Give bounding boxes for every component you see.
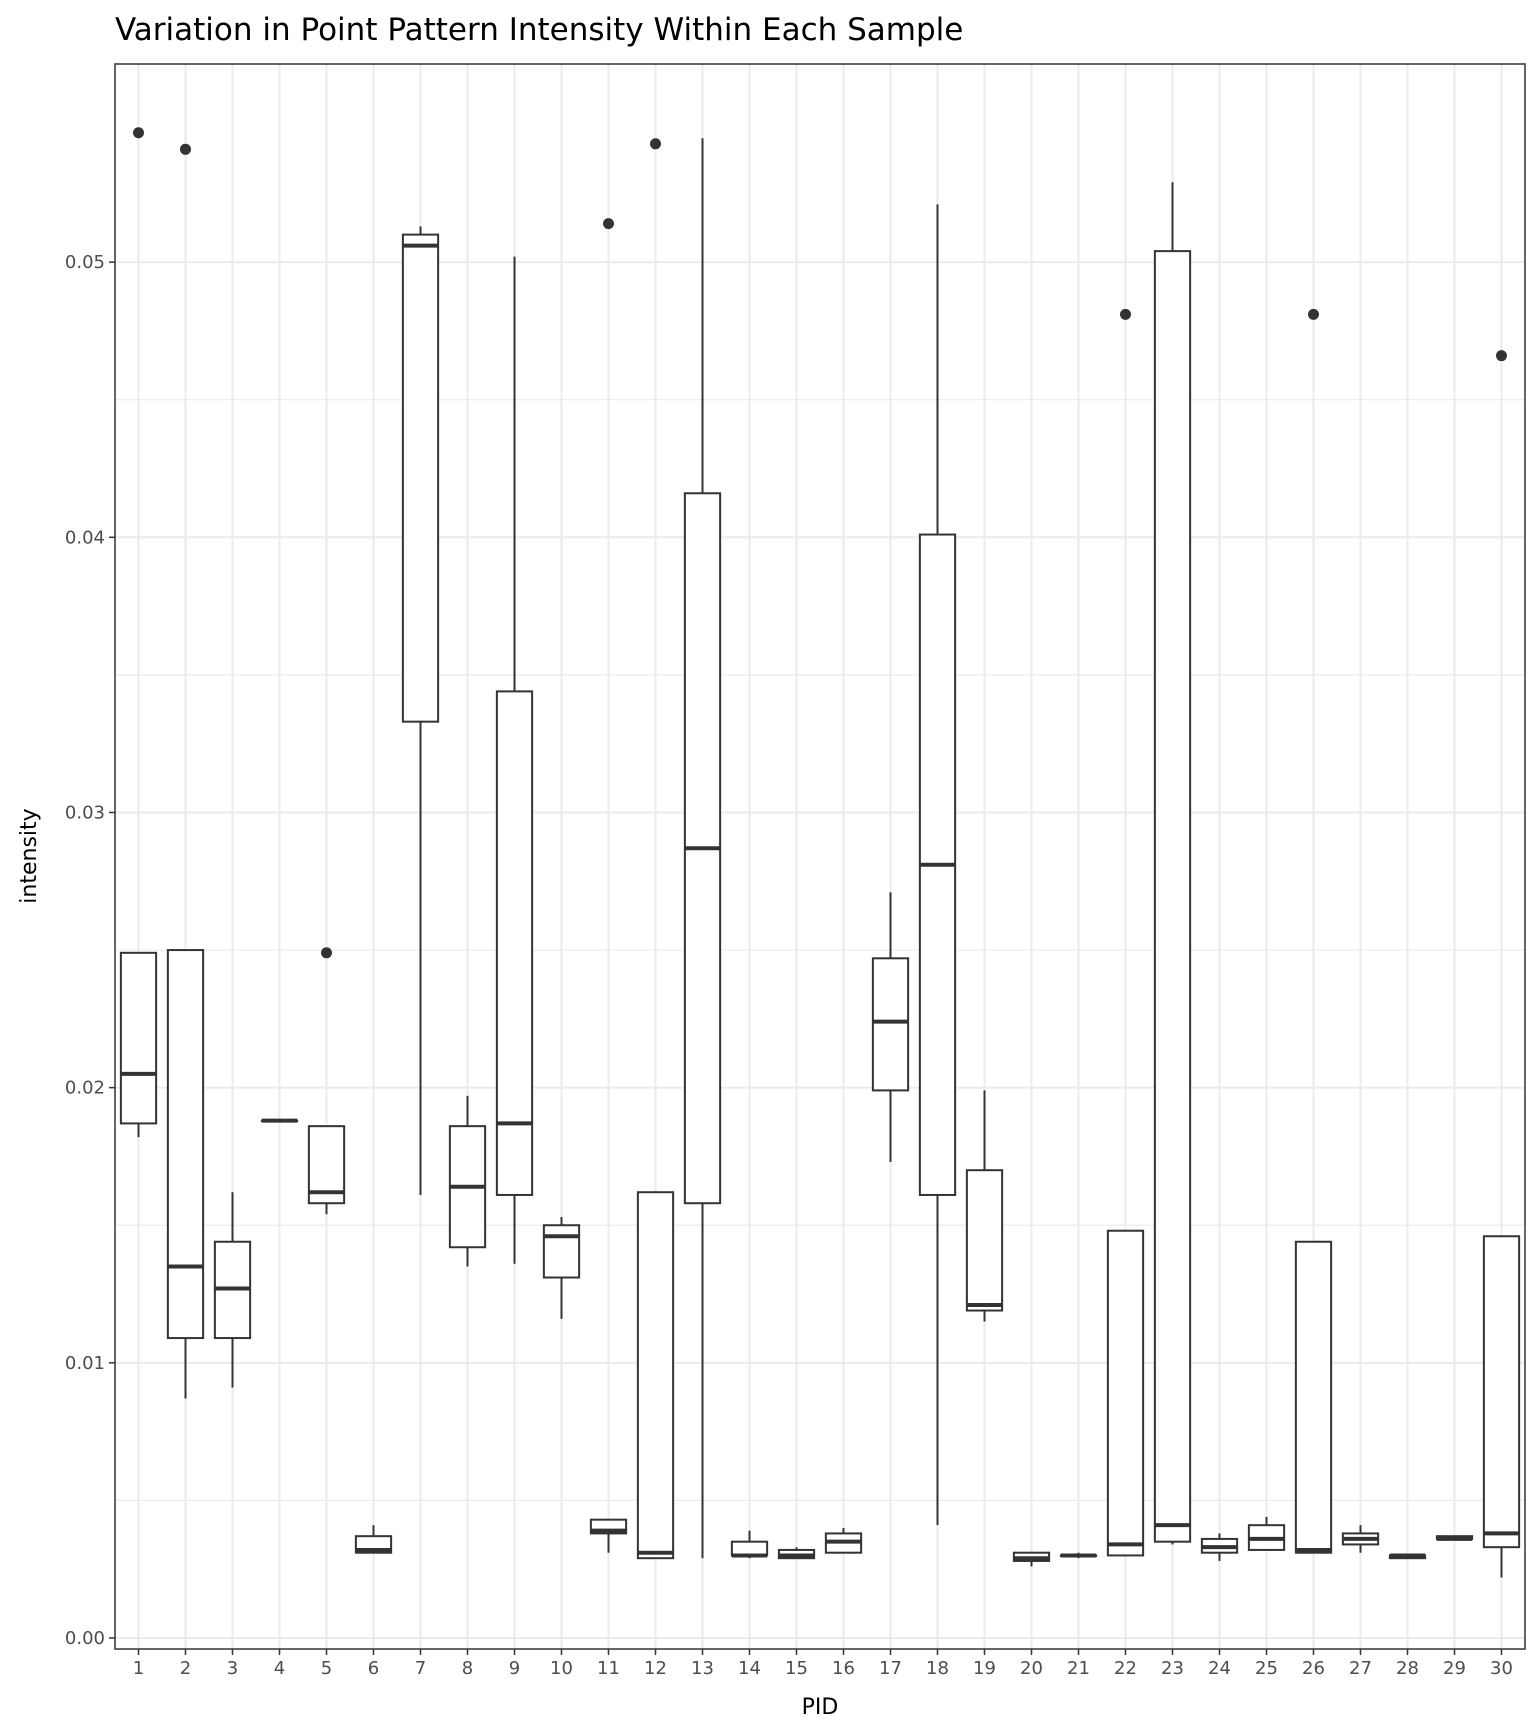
x-tick-label: 6 <box>368 1658 379 1679</box>
x-tick-label: 23 <box>1161 1658 1184 1679</box>
x-tick-label: 8 <box>462 1658 473 1679</box>
x-tick-label: 12 <box>644 1658 667 1679</box>
box-pid-14 <box>730 1530 769 1559</box>
outlier-point <box>321 947 332 959</box>
x-tick-label: 13 <box>691 1658 714 1679</box>
box-pid-12 <box>636 138 675 1560</box>
box-pid-20 <box>1012 1551 1051 1567</box>
box-iqr <box>495 690 534 1196</box>
box-iqr <box>1153 250 1192 1543</box>
x-tick-label: 5 <box>321 1658 332 1679</box>
outlier-point <box>1496 350 1507 362</box>
box-pid-19 <box>965 1090 1004 1322</box>
y-tick-label: 0.04 <box>65 527 105 548</box>
box-iqr <box>1106 1229 1145 1557</box>
outlier-point <box>650 138 661 150</box>
outlier-point <box>180 143 191 155</box>
x-axis-title: PID <box>802 1695 839 1720</box>
box-pid-4 <box>260 1118 299 1123</box>
panel-border <box>114 63 1526 1650</box>
x-tick-label: 14 <box>738 1658 761 1679</box>
box-iqr <box>730 1540 769 1557</box>
chart-title: Variation in Point Pattern Intensity Wit… <box>115 12 963 48</box>
box-iqr <box>965 1169 1004 1312</box>
x-tick-label: 18 <box>926 1658 949 1679</box>
box-pid-27 <box>1341 1525 1380 1553</box>
box-pid-25 <box>1247 1516 1286 1551</box>
box-pid-22 <box>1106 308 1145 1557</box>
box-iqr <box>119 951 158 1125</box>
box-iqr <box>871 957 910 1092</box>
x-tick-label: 25 <box>1255 1658 1278 1679</box>
x-tick-label: 19 <box>973 1658 996 1679</box>
outlier-point <box>1120 308 1131 320</box>
box-pid-18 <box>918 204 957 1526</box>
box-iqr <box>636 1191 675 1560</box>
x-tick-label: 3 <box>227 1658 238 1679</box>
boxes <box>119 127 1521 1578</box>
x-tick-label: 1 <box>133 1658 144 1679</box>
box-pid-17 <box>871 892 910 1162</box>
box-iqr <box>542 1224 581 1279</box>
box-pid-15 <box>777 1547 816 1560</box>
box-pid-10 <box>542 1216 581 1319</box>
box-pid-7 <box>401 226 440 1195</box>
x-tick-label: 22 <box>1114 1658 1137 1679</box>
box-pid-29 <box>1435 1535 1474 1541</box>
x-tick-label: 24 <box>1208 1658 1231 1679</box>
x-tick-label: 7 <box>415 1658 426 1679</box>
x-tick-label: 15 <box>785 1658 808 1679</box>
x-tick-label: 17 <box>879 1658 902 1679</box>
box-pid-30 <box>1482 350 1521 1578</box>
x-tick-label: 4 <box>274 1658 285 1679</box>
y-axis: 0.00 0.01 0.02 0.03 0.04 0.05 <box>65 252 115 1649</box>
box-iqr <box>1294 1240 1333 1554</box>
y-tick-label: 0.02 <box>65 1078 105 1099</box>
x-tick-label: 11 <box>597 1658 620 1679</box>
x-tick-label: 10 <box>550 1658 573 1679</box>
y-tick-label: 0.01 <box>65 1353 105 1374</box>
box-pid-3 <box>213 1192 252 1388</box>
box-pid-9 <box>495 256 534 1264</box>
box-iqr <box>1482 1235 1521 1549</box>
box-pid-2 <box>166 143 205 1399</box>
x-tick-label: 30 <box>1490 1658 1513 1679</box>
box-iqr <box>401 233 440 723</box>
y-tick-label: 0.03 <box>65 802 105 823</box>
x-tick-label: 21 <box>1067 1658 1090 1679</box>
y-axis-title: intensity <box>17 808 42 903</box>
x-tick-label: 27 <box>1349 1658 1372 1679</box>
x-tick-label: 26 <box>1302 1658 1325 1679</box>
box-pid-23 <box>1153 182 1192 1545</box>
box-pid-16 <box>824 1527 863 1554</box>
box-pid-28 <box>1388 1553 1427 1560</box>
box-pid-21 <box>1059 1552 1098 1559</box>
box-iqr <box>166 949 205 1340</box>
x-tick-label: 29 <box>1443 1658 1466 1679</box>
box-pid-13 <box>683 138 722 1559</box>
box-pid-1 <box>119 127 158 1138</box>
x-tick-label: 20 <box>1020 1658 1043 1679</box>
outlier-point <box>1308 308 1319 320</box>
x-axis: 1 2 3 4 5 6 7 8 9 10 11 12 13 14 15 16 17 18 19 20 21 22 23 24 2… <box>133 1649 1513 1679</box>
box-pid-11 <box>589 218 628 1553</box>
box-pid-26 <box>1294 308 1333 1554</box>
box-pid-24 <box>1200 1533 1239 1561</box>
y-tick-label: 0.05 <box>65 252 105 273</box>
box-pid-6 <box>354 1525 393 1554</box>
box-pid-8 <box>448 1095 487 1267</box>
x-tick-label: 16 <box>832 1658 855 1679</box>
box-pid-5 <box>307 947 346 1215</box>
x-tick-label: 9 <box>509 1658 520 1679</box>
outlier-point <box>133 127 144 139</box>
x-tick-label: 28 <box>1396 1658 1419 1679</box>
y-tick-label: 0.00 <box>65 1628 105 1649</box>
outlier-point <box>603 218 614 230</box>
x-tick-label: 2 <box>180 1658 191 1679</box>
